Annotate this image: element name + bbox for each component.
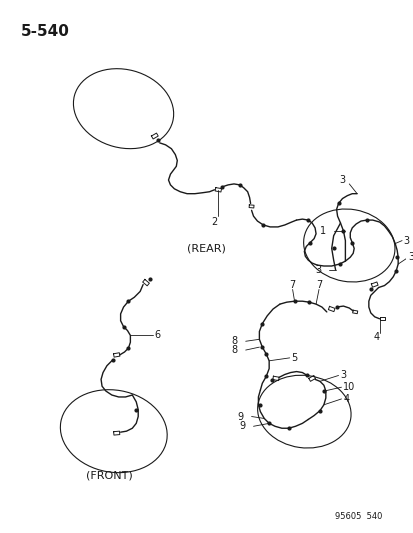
Text: 3: 3	[339, 370, 346, 381]
Text: (FRONT): (FRONT)	[85, 470, 132, 480]
Text: 3: 3	[338, 175, 344, 185]
Text: 3: 3	[407, 252, 413, 262]
Text: 4: 4	[373, 333, 379, 342]
Text: 2: 2	[211, 217, 217, 227]
Text: 8: 8	[231, 345, 237, 355]
Text: 5-540: 5-540	[21, 23, 70, 39]
Text: 7: 7	[288, 280, 294, 289]
Text: 6: 6	[154, 330, 161, 341]
Text: 8: 8	[231, 336, 237, 346]
Text: 7: 7	[315, 280, 322, 289]
Text: 10: 10	[343, 382, 355, 392]
Text: 9: 9	[237, 411, 243, 422]
Text: 3: 3	[402, 236, 408, 246]
Text: 5: 5	[291, 353, 297, 363]
Text: 3: 3	[314, 265, 320, 275]
Text: 9: 9	[239, 421, 245, 431]
Text: (REAR): (REAR)	[187, 244, 225, 253]
Text: 95605  540: 95605 540	[335, 512, 382, 521]
Text: 1: 1	[319, 226, 325, 236]
Text: 4: 4	[343, 394, 349, 404]
